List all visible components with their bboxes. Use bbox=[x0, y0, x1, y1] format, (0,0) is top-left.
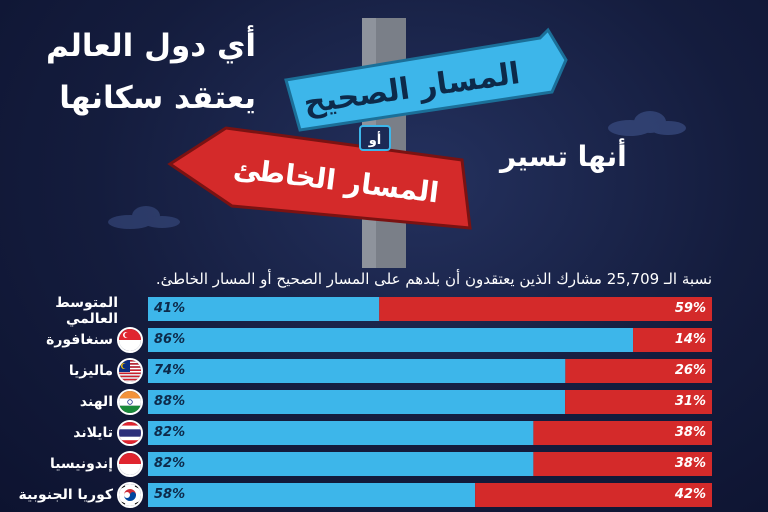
category-label: سنغافورة bbox=[46, 332, 113, 348]
value-label-right-path: 41% bbox=[154, 301, 186, 316]
value-label-wrong-path: 26% bbox=[674, 363, 706, 378]
india-flag-icon bbox=[117, 389, 143, 415]
thailand-flag-icon bbox=[117, 420, 143, 446]
bar-right-path bbox=[148, 390, 566, 414]
bar-wrong-path bbox=[533, 452, 712, 476]
category-label: المتوسط العالمي bbox=[55, 295, 118, 327]
category-label: تايلاند bbox=[73, 425, 113, 441]
sign-or-text: أو bbox=[368, 131, 382, 148]
value-label-right-path: 82% bbox=[154, 456, 186, 471]
signpost-graphic: المسار الصحيح المسار الخاطئ أو bbox=[108, 18, 686, 268]
value-label-wrong-path: 38% bbox=[674, 425, 706, 440]
sign-or-badge bbox=[359, 125, 391, 151]
chart-subtitle: نسبة الـ 25,709 مشارك الذين يعتقدون أن ب… bbox=[155, 270, 712, 288]
category-label: ماليزيا bbox=[68, 363, 113, 379]
bar-wrong-path bbox=[565, 390, 712, 414]
value-label-wrong-path: 14% bbox=[674, 332, 706, 347]
category-label: إندونيسيا bbox=[49, 456, 113, 472]
bar-wrong-path bbox=[565, 359, 712, 383]
bar-right-path bbox=[148, 452, 534, 476]
value-label-right-path: 86% bbox=[154, 332, 186, 347]
bar-wrong-path bbox=[633, 328, 712, 352]
category-label: كوريا الجنوبية bbox=[18, 487, 113, 503]
bar-wrong-path bbox=[533, 421, 712, 445]
value-label-wrong-path: 38% bbox=[674, 456, 706, 471]
bar-right-path bbox=[148, 297, 380, 321]
bar-right-path bbox=[148, 421, 534, 445]
bar-wrong-path bbox=[475, 483, 712, 507]
category-label: الهند bbox=[79, 394, 113, 410]
indonesia-flag-icon bbox=[117, 451, 143, 477]
value-label-right-path: 58% bbox=[154, 487, 186, 502]
value-label-wrong-path: 59% bbox=[674, 301, 706, 316]
sign-right-path bbox=[284, 27, 568, 132]
singapore-flag-icon bbox=[117, 327, 143, 353]
value-label-right-path: 88% bbox=[154, 394, 186, 409]
value-label-right-path: 74% bbox=[154, 363, 186, 378]
title-line-3: أنها تسير bbox=[500, 140, 627, 173]
value-label-wrong-path: 31% bbox=[674, 394, 706, 409]
malaysia-flag-icon bbox=[117, 358, 143, 384]
south-korea-flag-icon bbox=[117, 482, 143, 508]
value-label-wrong-path: 42% bbox=[674, 487, 706, 502]
sign-wrong-path bbox=[167, 126, 472, 230]
bar-right-path bbox=[148, 328, 634, 352]
cloud-icon bbox=[108, 206, 180, 229]
bar-right-path bbox=[148, 483, 476, 507]
hero-illustration: المسار الصحيح المسار الخاطئ أو أي دول ال… bbox=[45, 18, 686, 268]
bar-right-path bbox=[148, 359, 566, 383]
title-line-1: أي دول العالم bbox=[45, 28, 256, 64]
value-label-right-path: 82% bbox=[154, 425, 186, 440]
bar-wrong-path bbox=[379, 297, 712, 321]
title-line-2: يعتقد سكانها bbox=[59, 80, 256, 116]
cloud-icon bbox=[608, 111, 686, 136]
